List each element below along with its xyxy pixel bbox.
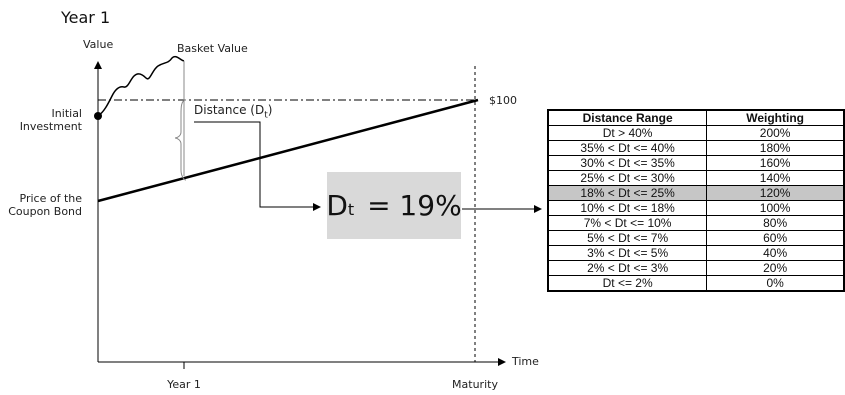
initial-investment-label: Initial Investment <box>8 107 82 133</box>
weighting-cell: 100% <box>706 200 845 216</box>
weighting-cell: 80% <box>706 215 845 231</box>
weighting-cell: 0% <box>706 275 845 292</box>
distance-range-cell: 25% < Dt <= 30% <box>547 170 708 186</box>
coupon-bond-line2: Coupon Bond <box>8 205 82 218</box>
distance-range-cell: 5% < Dt <= 7% <box>547 230 708 246</box>
table-row: 30% < Dt <= 35% 160% <box>547 155 845 171</box>
weighting-cell: 20% <box>706 260 845 276</box>
x-tick-year1: Year 1 <box>167 378 201 391</box>
basket-value-label: Basket Value <box>177 42 248 55</box>
coupon-bond-line1: Price of the <box>19 192 82 205</box>
distance-brace <box>174 99 187 181</box>
y-axis-label: Value <box>83 38 114 51</box>
table-row: 25% < Dt <= 30% 140% <box>547 170 845 186</box>
distance-range-cell: 18% < Dt <= 25% <box>547 185 708 201</box>
table-row: 35% < Dt <= 40% 180% <box>547 140 845 156</box>
distance-range-cell: 7% < Dt <= 10% <box>547 215 708 231</box>
table-row: 10% < Dt <= 18% 100% <box>547 200 845 216</box>
table-row: 2% < Dt <= 3% 20% <box>547 260 845 276</box>
coupon-bond-line <box>97 98 479 203</box>
distance-range-cell: 30% < Dt <= 35% <box>547 155 708 171</box>
distance-range-cell: Dt <= 2% <box>547 275 708 292</box>
x-axis-label: Time <box>512 355 539 368</box>
weighting-cell: 40% <box>706 245 845 261</box>
table-row: 18% < Dt <= 25% 120% <box>547 185 845 201</box>
distance-range-cell: 10% < Dt <= 18% <box>547 200 708 216</box>
initial-investment-dot <box>94 112 102 120</box>
distance-connector <box>194 121 321 211</box>
distance-label: Distance (Dt) <box>194 104 272 122</box>
x-tick-maturity: Maturity <box>452 378 498 391</box>
weighting-cell: 120% <box>706 185 845 201</box>
table-row: 3% < Dt <= 5% 40% <box>547 245 845 261</box>
distance-range-cell: 35% < Dt <= 40% <box>547 140 708 156</box>
table-row: 5% < Dt <= 7% 60% <box>547 230 845 246</box>
basket-value-curve <box>97 55 185 117</box>
dt-symbol: D <box>326 189 348 222</box>
coupon-bond-label: Price of the Coupon Bond <box>4 192 82 218</box>
page-title: Year 1 <box>61 8 111 27</box>
distance-range-cell: 2% < Dt <= 3% <box>547 260 708 276</box>
dt-value: = 19% <box>358 189 462 222</box>
weighting-cell: 160% <box>706 155 845 171</box>
weighting-cell: 60% <box>706 230 845 246</box>
table-row: 7% < Dt <= 10% 80% <box>547 215 845 231</box>
header-distance-range: Distance Range <box>547 109 708 126</box>
weighting-table: Distance Range Weighting Dt > 40% 200% 35%… <box>547 109 845 292</box>
weighting-cell: 200% <box>706 125 845 141</box>
weighting-cell: 180% <box>706 140 845 156</box>
distance-label-sub: t <box>264 110 268 121</box>
table-row: Dt > 40% 200% <box>547 125 845 141</box>
distance-label-close: ) <box>267 103 273 117</box>
table-header-row: Distance Range Weighting <box>547 109 845 126</box>
distance-label-text: Distance (D <box>194 103 265 117</box>
weighting-cell: 140% <box>706 170 845 186</box>
table-body: Dt > 40% 200% 35% < Dt <= 40% 180% 30% < Dt … <box>547 125 845 292</box>
distance-range-cell: 3% < Dt <= 5% <box>547 245 708 261</box>
target-value-label: $100 <box>489 94 517 107</box>
initial-investment-line1: Initial <box>51 107 82 120</box>
table-row: Dt <= 2% 0% <box>547 275 845 292</box>
distance-range-cell: Dt > 40% <box>547 125 708 141</box>
dt-subscript: t <box>347 200 355 219</box>
initial-investment-line2: Investment <box>19 120 82 133</box>
header-weighting: Weighting <box>706 109 845 126</box>
